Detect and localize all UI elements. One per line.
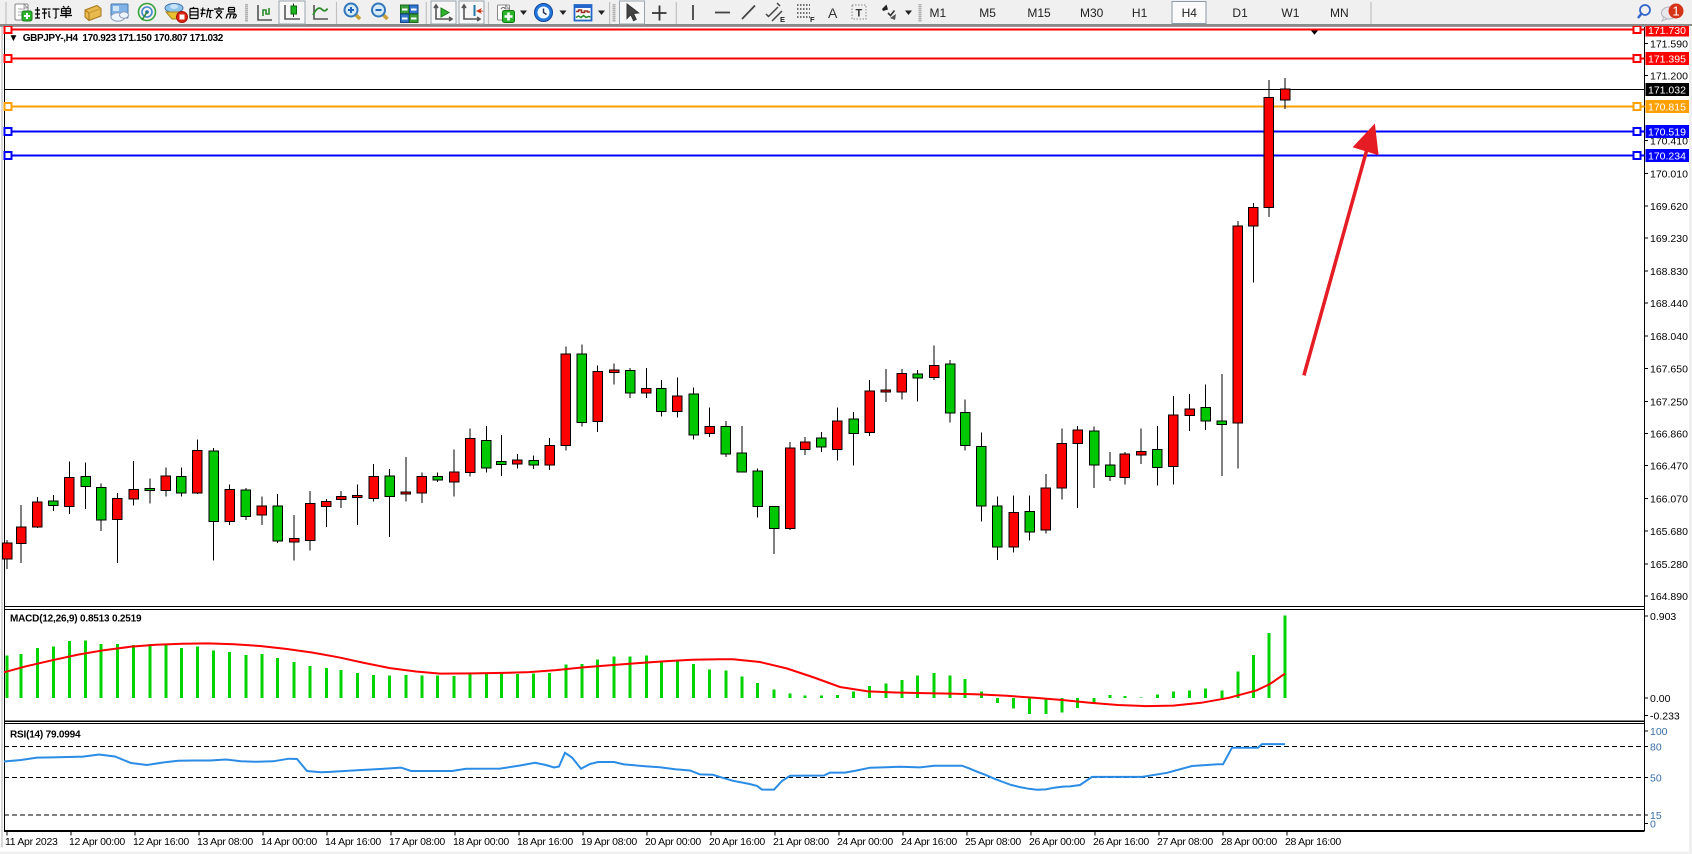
svg-text:M30: M30 bbox=[1080, 6, 1104, 20]
svg-text:12 Apr 00:00: 12 Apr 00:00 bbox=[69, 836, 125, 848]
svg-text:13 Apr 08:00: 13 Apr 08:00 bbox=[197, 836, 253, 848]
svg-text:80: 80 bbox=[1650, 742, 1662, 754]
svg-text:-0.233: -0.233 bbox=[1650, 711, 1680, 723]
svg-text:167.250: 167.250 bbox=[1650, 396, 1688, 408]
svg-text:T: T bbox=[856, 8, 863, 20]
svg-text:168.040: 168.040 bbox=[1650, 331, 1688, 343]
svg-text:MN: MN bbox=[1330, 6, 1349, 20]
svg-text:27 Apr 08:00: 27 Apr 08:00 bbox=[1157, 836, 1213, 848]
svg-text:28 Apr 16:00: 28 Apr 16:00 bbox=[1285, 836, 1341, 848]
svg-text:165.280: 165.280 bbox=[1650, 559, 1688, 571]
svg-text:M5: M5 bbox=[979, 6, 996, 20]
svg-text:17 Apr 08:00: 17 Apr 08:00 bbox=[389, 836, 445, 848]
svg-text:1: 1 bbox=[1672, 4, 1679, 19]
svg-text:24 Apr 00:00: 24 Apr 00:00 bbox=[837, 836, 893, 848]
svg-text:18 Apr 16:00: 18 Apr 16:00 bbox=[517, 836, 573, 848]
svg-text:▼ GBPJPY-,H4 170.923 171.150: ▼ GBPJPY-,H4 170.923 171.150 170.807 171… bbox=[9, 33, 224, 44]
svg-text:166.860: 166.860 bbox=[1650, 429, 1688, 441]
svg-text:169.230: 169.230 bbox=[1650, 233, 1688, 245]
svg-text:170.815: 170.815 bbox=[1648, 102, 1686, 114]
svg-text:0.903: 0.903 bbox=[1650, 611, 1676, 623]
svg-text:14 Apr 16:00: 14 Apr 16:00 bbox=[325, 836, 381, 848]
svg-text:165.680: 165.680 bbox=[1650, 526, 1688, 538]
svg-text:20 Apr 16:00: 20 Apr 16:00 bbox=[709, 836, 765, 848]
svg-text:14 Apr 00:00: 14 Apr 00:00 bbox=[261, 836, 317, 848]
svg-text:15: 15 bbox=[1650, 810, 1662, 822]
svg-text:RSI(14) 79.0994: RSI(14) 79.0994 bbox=[10, 730, 81, 741]
svg-text:170.410: 170.410 bbox=[1650, 136, 1688, 148]
svg-text:19 Apr 08:00: 19 Apr 08:00 bbox=[581, 836, 637, 848]
svg-text:20 Apr 00:00: 20 Apr 00:00 bbox=[645, 836, 701, 848]
svg-text:170.010: 170.010 bbox=[1650, 169, 1688, 181]
svg-text:50: 50 bbox=[1650, 772, 1662, 784]
svg-text:26 Apr 00:00: 26 Apr 00:00 bbox=[1029, 836, 1085, 848]
svg-text:26 Apr 16:00: 26 Apr 16:00 bbox=[1093, 836, 1149, 848]
svg-text:A: A bbox=[828, 5, 838, 21]
svg-text:H4: H4 bbox=[1182, 6, 1198, 20]
svg-text:M1: M1 bbox=[929, 6, 946, 20]
svg-text:18 Apr 00:00: 18 Apr 00:00 bbox=[453, 836, 509, 848]
svg-text:171.730: 171.730 bbox=[1648, 26, 1686, 37]
svg-text:171.395: 171.395 bbox=[1648, 54, 1686, 66]
svg-text:169.620: 169.620 bbox=[1650, 201, 1688, 213]
svg-text:171.590: 171.590 bbox=[1650, 38, 1688, 50]
svg-text:166.470: 166.470 bbox=[1650, 461, 1688, 473]
svg-text:H1: H1 bbox=[1132, 6, 1148, 20]
svg-text:0: 0 bbox=[1650, 819, 1656, 831]
svg-text:MACD(12,26,9) 0.8513 0.2519: MACD(12,26,9) 0.8513 0.2519 bbox=[10, 614, 142, 625]
svg-text:E: E bbox=[780, 15, 785, 24]
svg-text:12 Apr 16:00: 12 Apr 16:00 bbox=[133, 836, 189, 848]
svg-text:171.200: 171.200 bbox=[1650, 71, 1688, 83]
svg-text:28 Apr 00:00: 28 Apr 00:00 bbox=[1221, 836, 1277, 848]
svg-text:24 Apr 16:00: 24 Apr 16:00 bbox=[901, 836, 957, 848]
svg-text:170.519: 170.519 bbox=[1648, 127, 1686, 139]
svg-text:25 Apr 08:00: 25 Apr 08:00 bbox=[965, 836, 1021, 848]
svg-text:W1: W1 bbox=[1281, 6, 1299, 20]
svg-text:164.890: 164.890 bbox=[1650, 591, 1688, 603]
svg-text:F: F bbox=[810, 15, 815, 24]
svg-text:0.00: 0.00 bbox=[1650, 693, 1671, 705]
svg-text:171.032: 171.032 bbox=[1648, 84, 1686, 96]
svg-text:D1: D1 bbox=[1232, 6, 1248, 20]
svg-text:170.234: 170.234 bbox=[1648, 151, 1686, 163]
svg-text:168.830: 168.830 bbox=[1650, 266, 1688, 278]
svg-text:168.440: 168.440 bbox=[1650, 298, 1688, 310]
svg-text:167.650: 167.650 bbox=[1650, 363, 1688, 375]
svg-text:100: 100 bbox=[1650, 726, 1668, 738]
svg-text:M15: M15 bbox=[1027, 6, 1051, 20]
svg-text:11 Apr 2023: 11 Apr 2023 bbox=[5, 836, 58, 848]
svg-text:166.070: 166.070 bbox=[1650, 494, 1688, 506]
svg-text:21 Apr 08:00: 21 Apr 08:00 bbox=[773, 836, 829, 848]
